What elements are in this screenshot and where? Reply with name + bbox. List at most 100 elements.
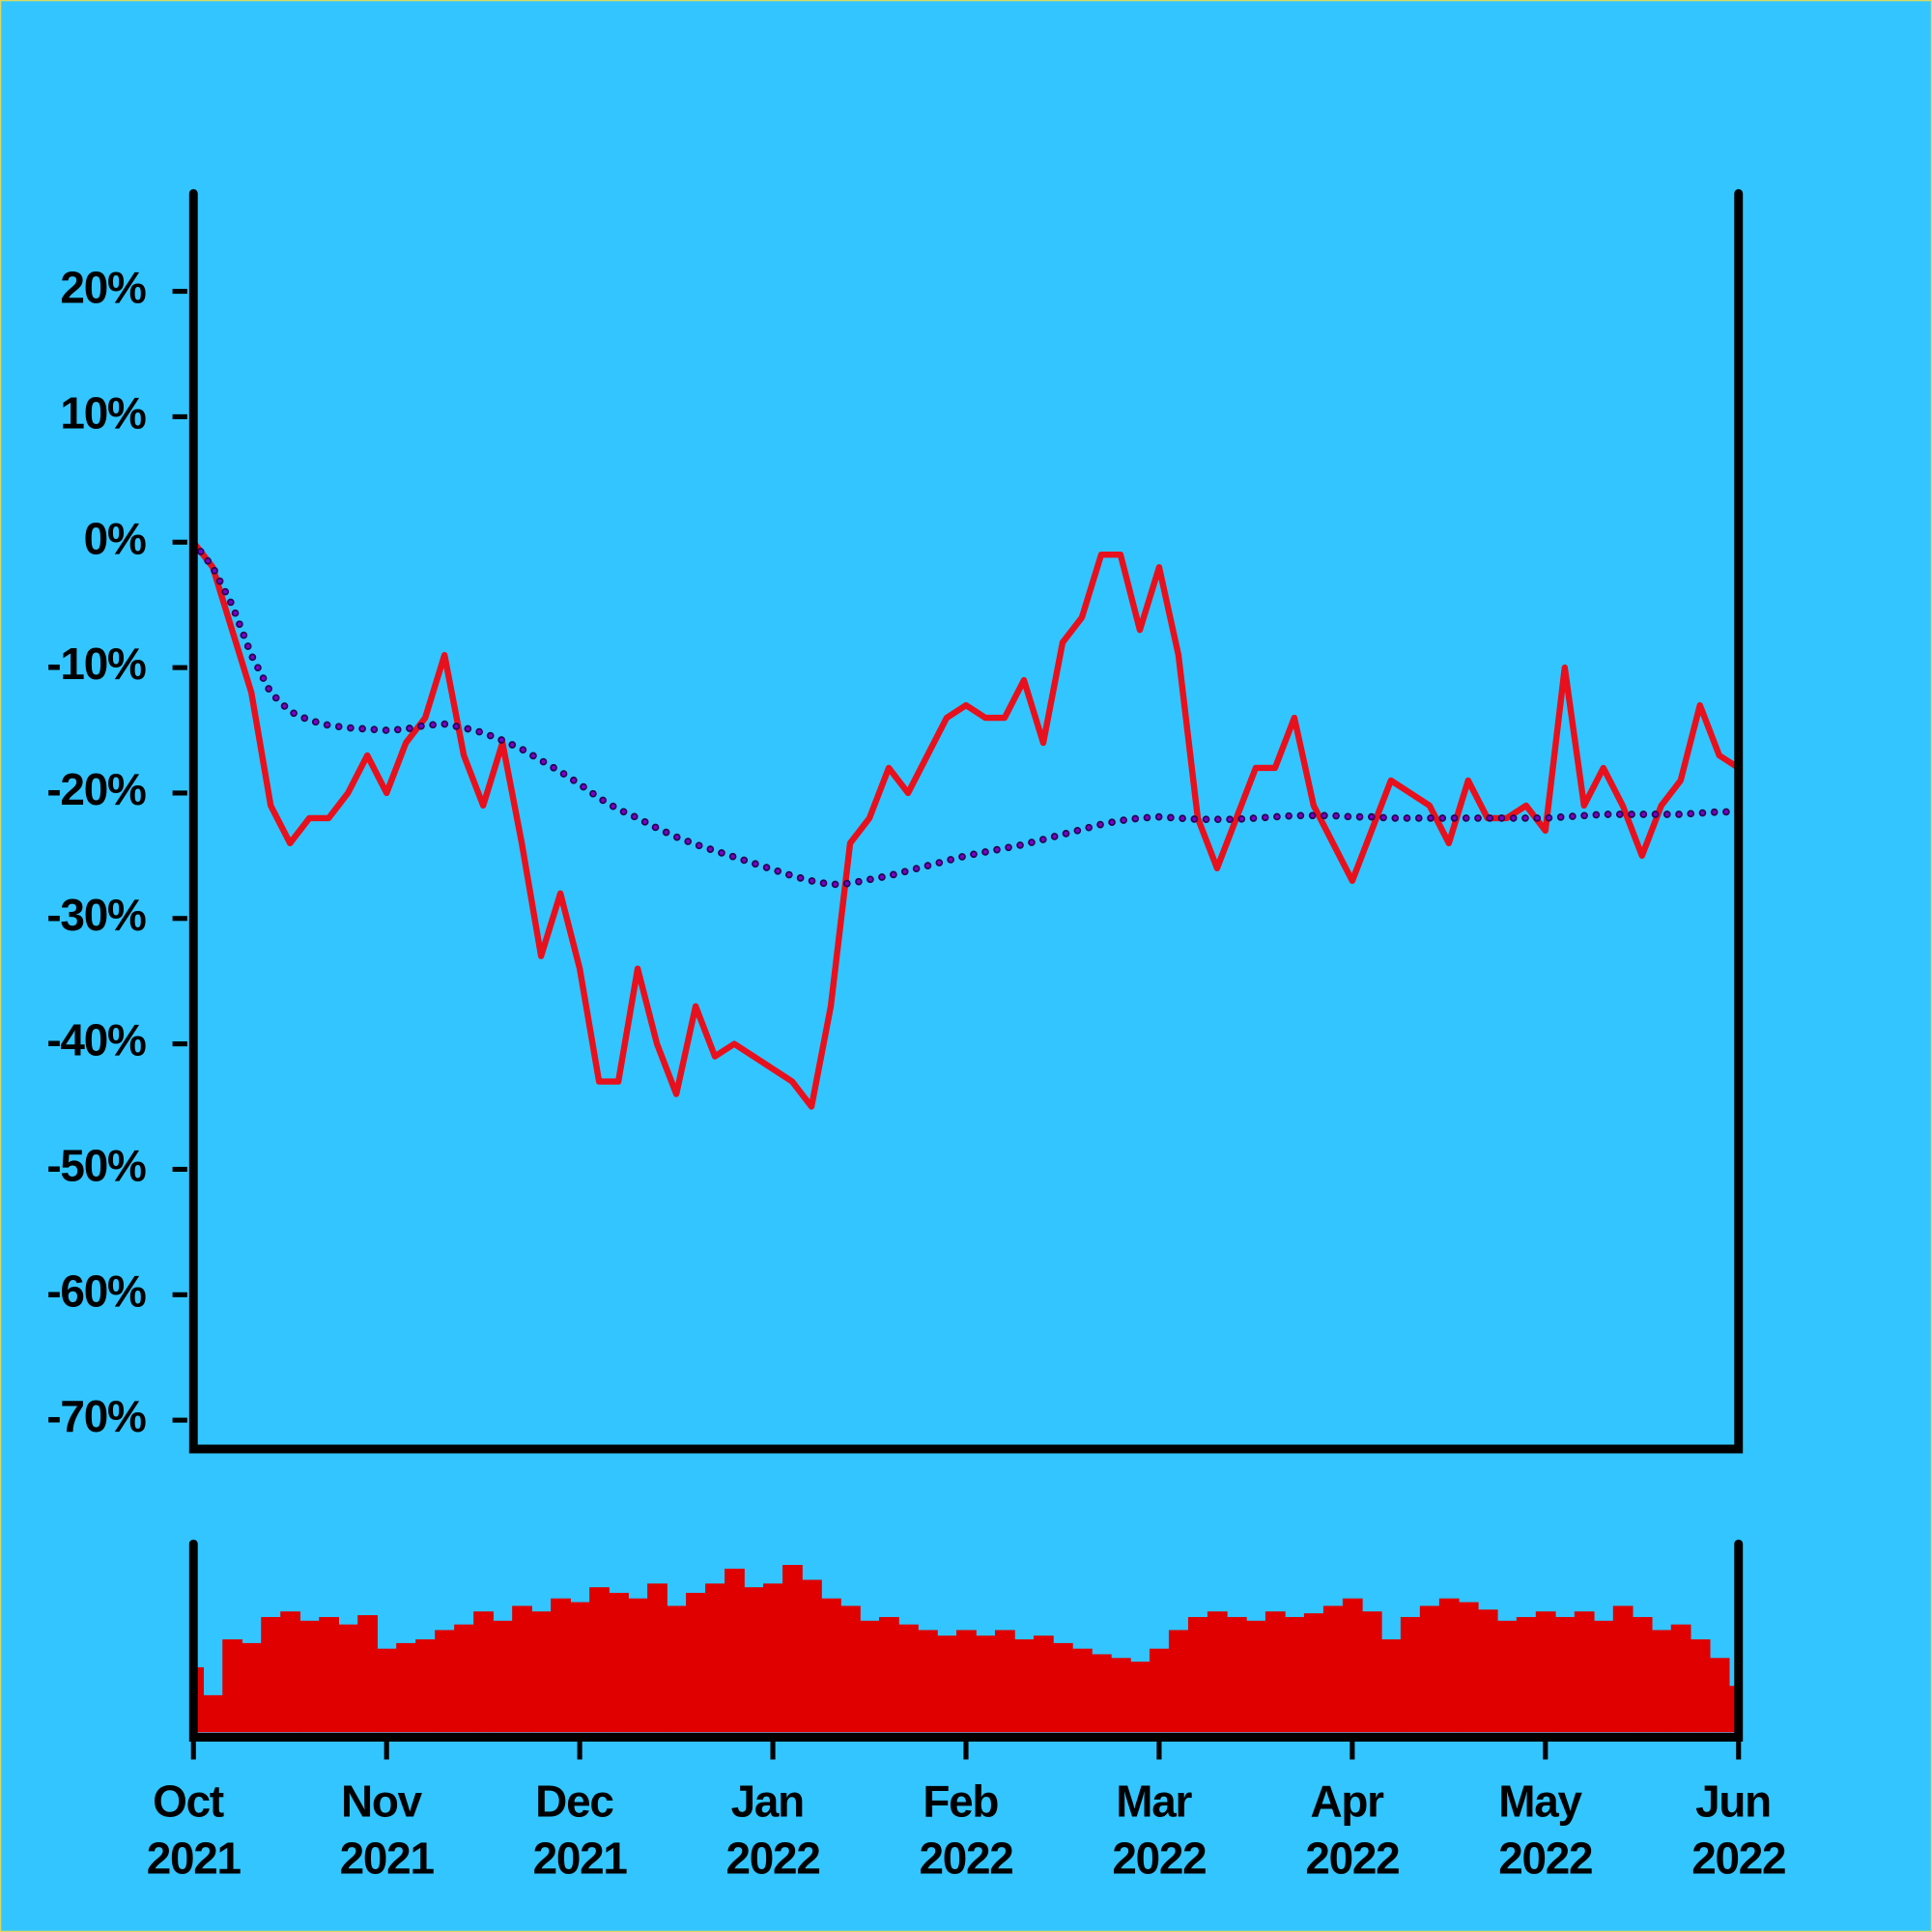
volume-bar [1554,1616,1576,1733]
volume-bar [1322,1605,1344,1733]
volume-bar [280,1611,300,1733]
volume-bar [473,1611,494,1733]
y-tick-label: -60% [46,1265,146,1316]
volume-bar [319,1616,339,1733]
x-tick-label: Apr 2022 [1305,1776,1399,1884]
y-tick-label: 0% [84,513,146,563]
y-tick-label: -70% [46,1391,146,1441]
volume-bar [1670,1624,1691,1733]
volume-bar [1013,1639,1035,1733]
volume-bar [1709,1658,1730,1733]
volume-frame [188,1539,1744,1742]
volume-bar [628,1598,648,1733]
volume-bar [1632,1616,1653,1733]
volume-bar [357,1615,378,1733]
volume-bar [1129,1662,1151,1733]
volume-bar [193,1666,205,1733]
price-lines [189,538,1743,1110]
volume-bar [1728,1686,1740,1733]
volume-bar [1342,1598,1363,1733]
volume-bars [193,1565,1740,1733]
volume-bar [512,1605,532,1733]
volume-bar [1091,1654,1112,1733]
volume-bar [918,1630,938,1733]
volume-bar [1361,1611,1382,1733]
volume-bar [1110,1658,1131,1733]
volume-bar [667,1605,687,1733]
volume-bar [589,1587,610,1733]
volume-bar [840,1605,861,1733]
volume-bar [1052,1642,1073,1733]
volume-bar [879,1616,899,1733]
axes: 20% 10% 0% -10% -20% -30% -40% -50% -60% -70% Oct … [46,263,1786,1884]
moving-average-outline [189,538,1743,889]
price-line [190,540,1741,1110]
volume-bar [493,1620,513,1733]
main-frame [188,188,1744,1454]
x-tick-label: Nov 2021 [340,1776,435,1884]
volume-bar [261,1616,281,1733]
volume-bar [1380,1639,1402,1733]
frame [188,188,1744,1742]
volume-bar [1149,1648,1170,1733]
volume-bar [299,1620,320,1733]
volume-bar [1245,1620,1266,1733]
volume-bar [609,1592,629,1733]
volume-bar [1187,1616,1208,1733]
volume-bar [222,1639,243,1733]
volume-bar [1207,1611,1228,1733]
y-tick-label: 10% [60,388,146,439]
volume-bar [1516,1616,1537,1733]
volume-bar [956,1630,977,1733]
y-tick-label: -30% [46,890,146,940]
volume-bar [647,1583,668,1733]
x-tick-label: Oct 2021 [147,1776,242,1884]
volume-bar [1496,1620,1518,1733]
volume-bar [1438,1598,1460,1733]
y-tick-label: -20% [46,764,146,814]
volume-bar [1574,1611,1595,1733]
volume-bar [531,1611,552,1733]
volume-bar [570,1602,590,1733]
volume-bar [705,1583,725,1733]
x-tick-label: Dec 2021 [533,1776,628,1884]
y-tick-label: 20% [60,263,146,313]
y-tick-label: -40% [46,1015,146,1065]
volume-bar [338,1624,358,1733]
volume-bar [860,1620,880,1733]
volume-bar [802,1579,822,1733]
volume-bar [1535,1611,1556,1733]
volume-bar [1264,1611,1286,1733]
volume-bar [1284,1616,1305,1733]
volume-bar [782,1565,803,1733]
volume-bar [1168,1630,1189,1733]
volume-bar [1612,1605,1634,1733]
volume-bar [551,1598,571,1733]
volume-bar [1419,1605,1440,1733]
x-tick-label: Jan 2022 [726,1776,820,1884]
volume-bar [1226,1616,1247,1733]
volume-bar [1303,1613,1324,1733]
volume-bar [1690,1639,1711,1733]
x-tick-label: Jun 2022 [1691,1776,1785,1884]
y-tick-label: -50% [46,1141,146,1191]
volume-bar [1477,1609,1498,1733]
volume-bar [435,1630,455,1733]
volume-bar [454,1624,474,1733]
x-tick-label: May 2022 [1498,1776,1592,1884]
volume-bar [1458,1602,1479,1733]
volume-bar [937,1635,957,1733]
volume-bar [203,1694,224,1733]
volume-bar [377,1648,397,1733]
volume-bar [821,1598,841,1733]
x-tick-label: Feb 2022 [919,1776,1012,1884]
volume-bar [1033,1635,1054,1733]
x-tick-label: Mar 2022 [1112,1776,1206,1884]
volume-bar [396,1642,416,1733]
y-tick-label: -10% [46,639,146,689]
volume-bar [1400,1616,1421,1733]
volume-bar [898,1624,919,1733]
